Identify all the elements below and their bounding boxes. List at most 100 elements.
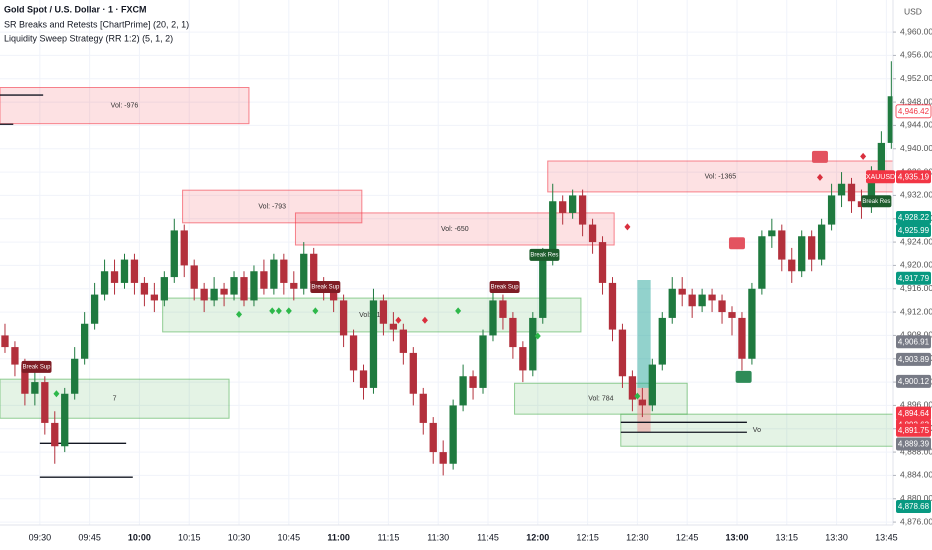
signal-box: [811, 150, 828, 163]
price-label-text: 4,903.89: [898, 355, 930, 364]
zone: [182, 189, 363, 224]
candle-body: [130, 259, 139, 283]
candle-body: [260, 271, 268, 289]
price-label: [896, 335, 931, 349]
candle-body: [698, 294, 706, 307]
y-tick-label: 4,876.00: [900, 516, 932, 526]
candle-body: [817, 224, 826, 260]
signal-diamond: [421, 316, 428, 324]
y-tick-label: 4,940.00: [900, 143, 932, 153]
x-tick-label: 11:45: [477, 532, 499, 542]
stop-loss-zone: [637, 387, 651, 433]
candle-body: [389, 323, 398, 330]
price-label-text: 4,894.64: [898, 409, 930, 418]
candle-body: [748, 288, 756, 359]
candle-body: [678, 288, 686, 295]
grid: [0, 0, 893, 525]
candle-body: [628, 376, 637, 400]
price-label: [896, 271, 931, 285]
signal-diamond: [624, 223, 631, 231]
price-label-text: 4,891.75: [898, 426, 930, 435]
candle-body: [90, 294, 99, 324]
axes: 4,876.004,880.004,884.004,888.004,892.00…: [29, 26, 932, 542]
candle-body: [110, 271, 119, 283]
candle-body: [509, 317, 517, 348]
candle-body: [359, 370, 368, 388]
symbol-label-text: XAUUSD: [866, 174, 895, 181]
signal-box: [728, 237, 745, 250]
candle-body: [658, 317, 666, 365]
price-label-text: 4,928.22: [898, 213, 930, 222]
price-label: [896, 374, 931, 388]
price-label-text: 4,935.19: [898, 172, 930, 181]
tag-label: Break Sup: [23, 364, 52, 370]
candle-body: [578, 195, 587, 225]
candle-body: [280, 259, 288, 283]
zone-label: Vol: -650: [441, 226, 469, 233]
price-label: [896, 406, 931, 420]
currency-label: USD: [904, 6, 922, 16]
tag-box: [489, 281, 520, 293]
candle-body: [499, 300, 507, 318]
signal-diamond: [534, 332, 541, 340]
candle-body: [608, 282, 617, 330]
zone-label: Vol: -1365: [705, 173, 737, 180]
zone: [547, 160, 893, 193]
candle-body: [369, 300, 378, 388]
candle-body: [688, 294, 696, 307]
candle-body: [150, 294, 159, 301]
candle-body: [210, 288, 218, 301]
price-label-text: 4,917.79: [898, 274, 930, 283]
candle-body: [100, 271, 109, 295]
candle-body: [758, 236, 766, 289]
signal-diamond: [236, 310, 243, 318]
price-label: [896, 437, 931, 451]
chart-title: Gold Spot / U.S. Dollar · 1 · FXCM: [4, 4, 147, 14]
tag-label: Break Res: [530, 252, 558, 258]
candle-body: [808, 236, 816, 260]
y-tick-label: 4,912.00: [900, 306, 932, 316]
signal-diamond: [275, 307, 282, 315]
take-profit-zone: [637, 280, 651, 388]
zone: [514, 382, 688, 415]
candle-body: [539, 259, 547, 318]
zone-label: Vol: -793: [258, 203, 286, 210]
price-label: [896, 499, 931, 513]
zone-label: Vo: [753, 427, 761, 434]
indicator-label: SR Breaks and Retests [ChartPrime] (20, …: [4, 19, 189, 29]
zone-label: Vol: 784: [588, 396, 613, 403]
y-tick-label: 4,956.00: [900, 50, 932, 60]
candle-body: [160, 277, 168, 301]
candle-body: [827, 195, 836, 225]
y-tick-label: 4,920.00: [900, 260, 932, 270]
tag-box: [21, 360, 52, 373]
price-label: [896, 223, 931, 237]
candle-body: [409, 352, 417, 394]
zone: [294, 212, 615, 246]
price-label-text: 4,889.39: [898, 440, 930, 449]
candle-body: [598, 242, 607, 283]
candle-body: [61, 393, 69, 447]
candle-body: [847, 183, 856, 202]
candle-body: [718, 300, 726, 313]
x-tick-label: 09:45: [78, 532, 101, 542]
y-tick-label: 4,908.00: [900, 330, 932, 340]
x-tick-label: 12:00: [526, 532, 549, 542]
signal-diamond: [634, 392, 641, 400]
signal-box: [735, 370, 752, 383]
candle-body: [728, 312, 736, 318]
y-tick-label: 4,944.00: [900, 120, 932, 130]
candle-body: [648, 364, 656, 406]
candle-body: [549, 201, 557, 260]
candle-body: [449, 405, 457, 464]
candle-body: [588, 224, 597, 243]
candle-body: [778, 230, 786, 260]
candle-body: [1, 335, 9, 348]
candle-body: [270, 259, 278, 289]
price-label: [896, 423, 931, 437]
zone-label: Vol: -976: [111, 102, 139, 109]
x-tick-label: 12:45: [676, 532, 699, 542]
candle-body: [798, 236, 806, 272]
